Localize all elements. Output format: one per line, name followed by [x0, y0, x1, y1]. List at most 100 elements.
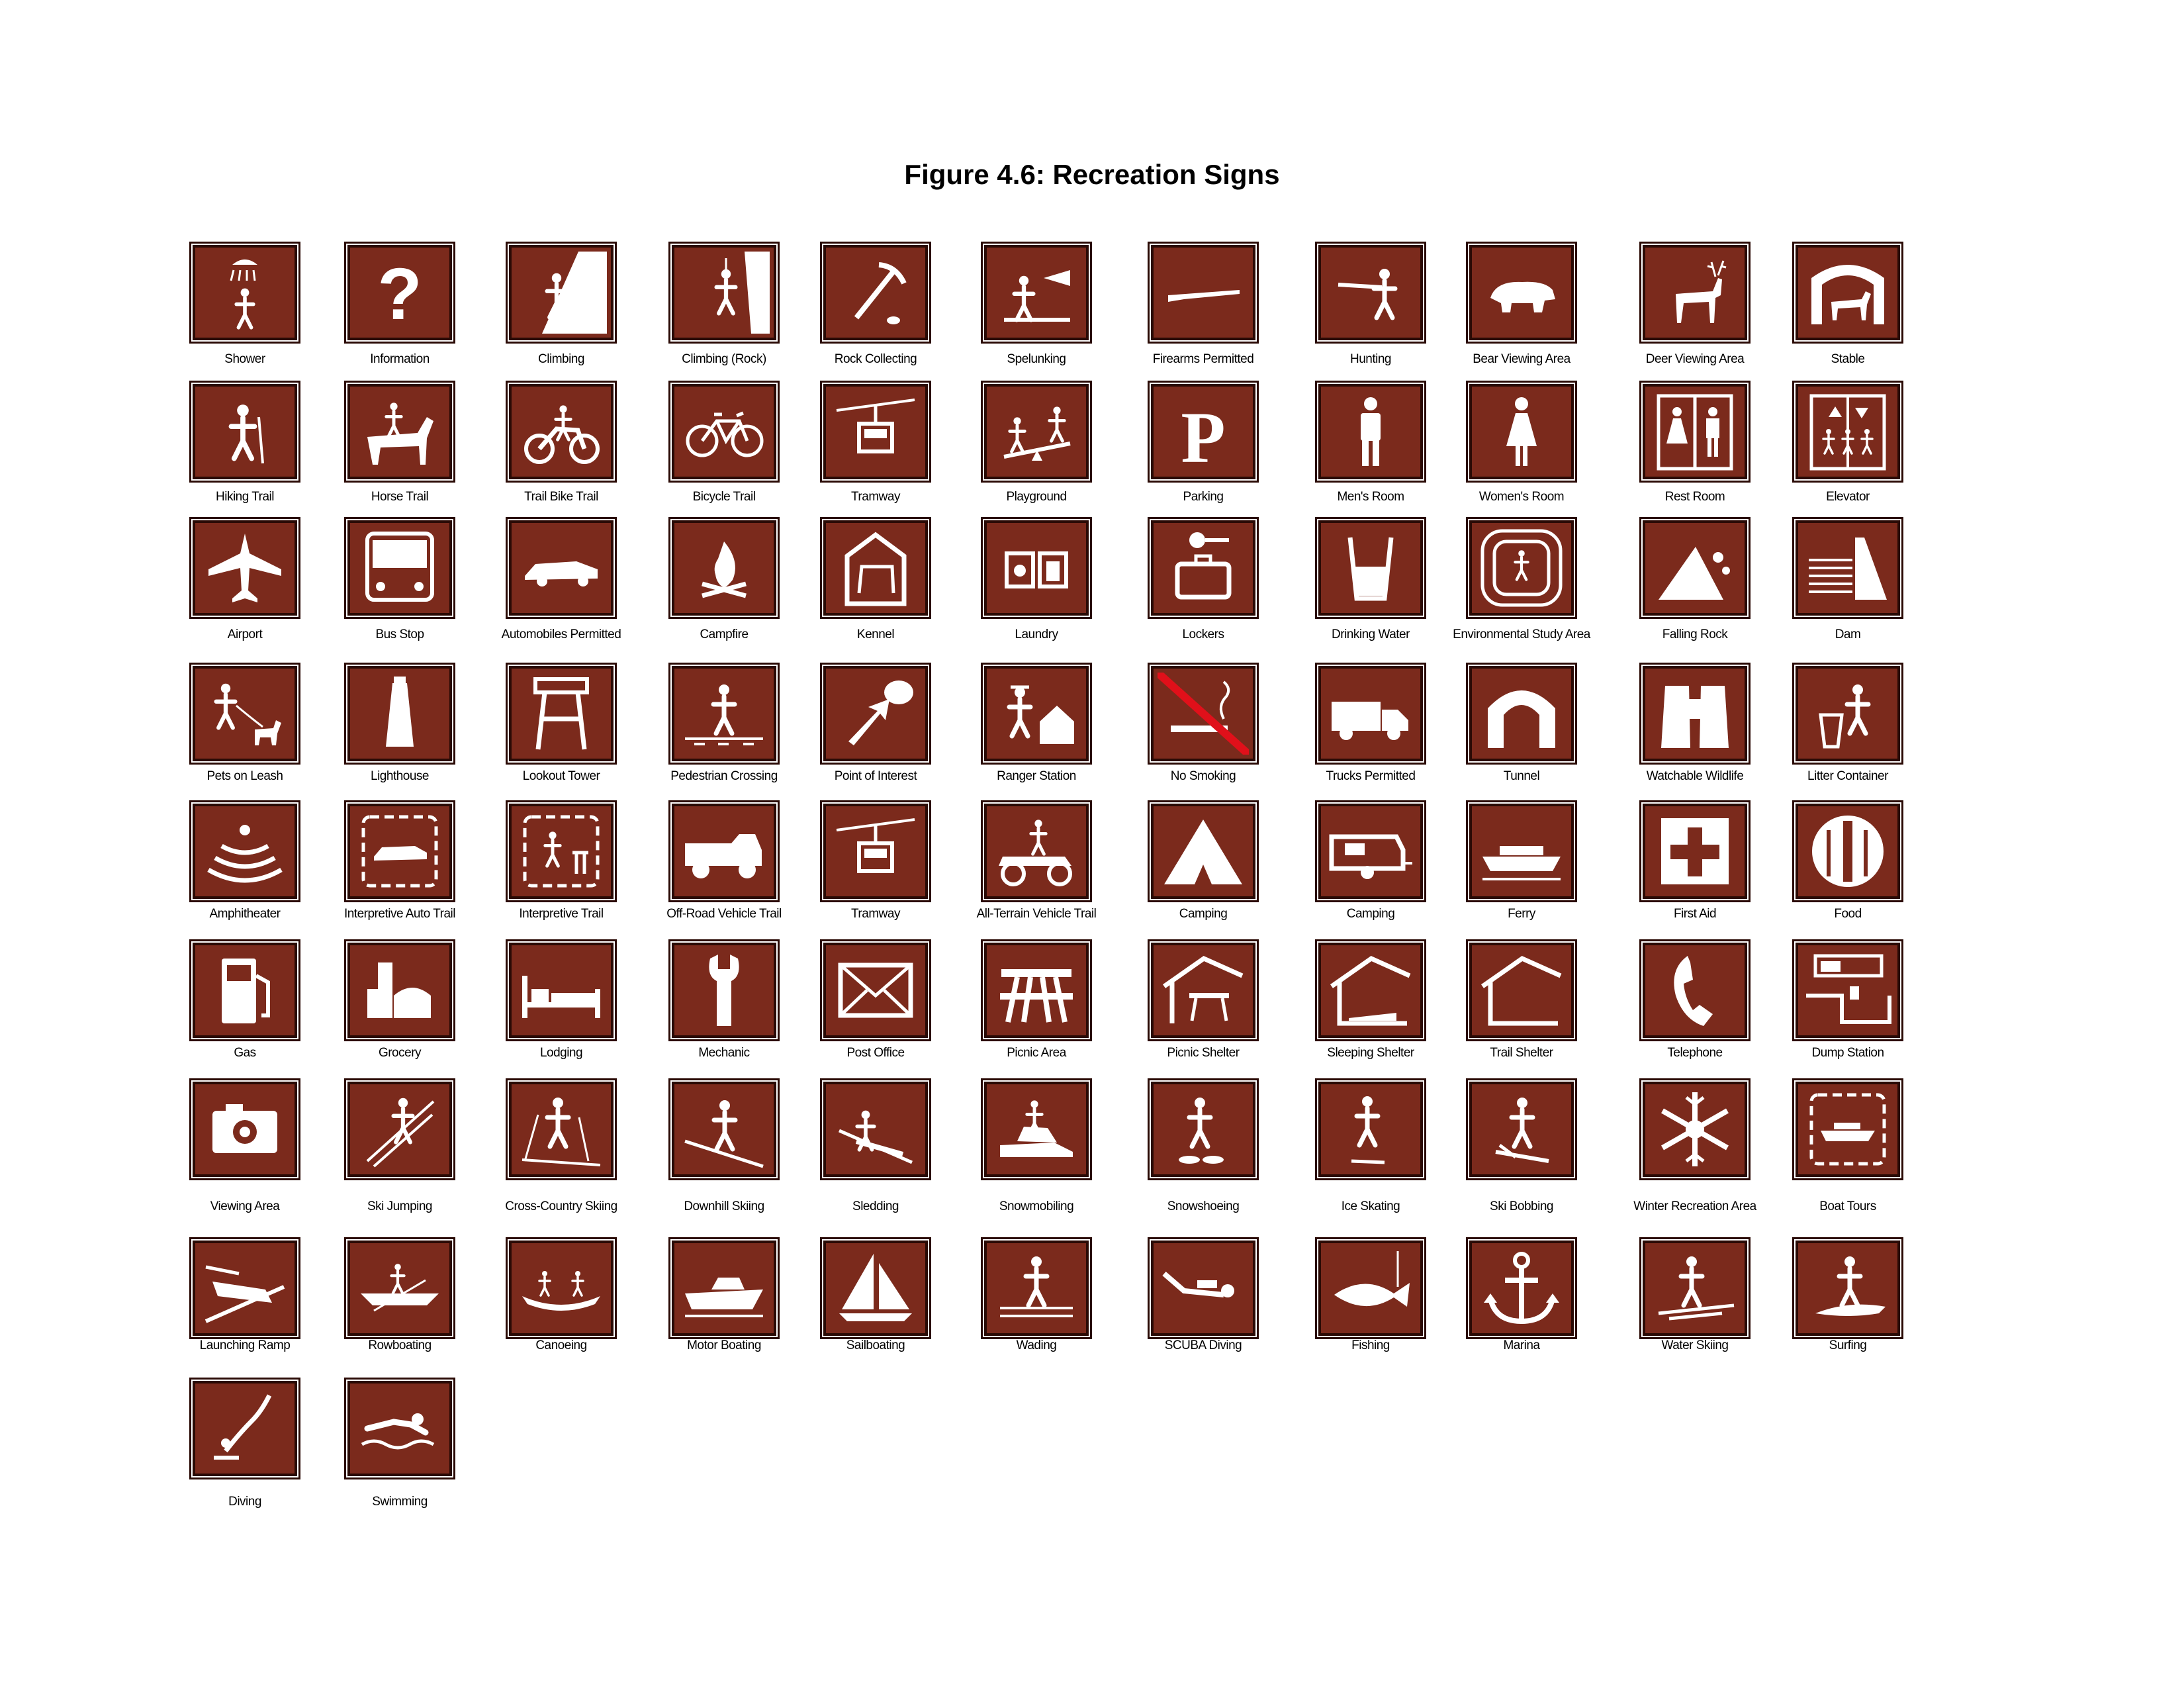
sign-label: Boat Tours [1819, 1199, 1876, 1213]
sign-label: Automobiles Permitted [501, 628, 621, 641]
sign-label: Off-Road Vehicle Trail [666, 907, 782, 921]
sign-label: Elevator [1826, 490, 1870, 504]
recreation-sign: P [1151, 384, 1255, 479]
sign-label: Trucks Permitted [1326, 769, 1416, 783]
sign-label: Trail Bike Trail [524, 490, 598, 504]
recreation-sign [984, 804, 1089, 899]
recreation-sign [1643, 520, 1747, 616]
recreation-sign [1318, 1241, 1423, 1336]
sign-label: Ferry [1508, 907, 1535, 921]
sign-label: No Smoking [1170, 769, 1236, 783]
recreation-sign [1151, 666, 1255, 761]
recreation-sign [193, 943, 297, 1038]
recreation-sign [823, 943, 928, 1038]
sign-label: Surfing [1829, 1338, 1867, 1352]
recreation-sign [984, 520, 1089, 616]
sign-label: Dam [1835, 628, 1861, 641]
sign-label: Falling Rock [1662, 628, 1728, 641]
recreation-sign [193, 1241, 297, 1336]
sign-label: Marina [1503, 1338, 1540, 1352]
svg-text:P: P [1181, 397, 1225, 473]
sign-label: Wading [1016, 1338, 1057, 1352]
recreation-sign [1318, 245, 1423, 340]
recreation-sign [984, 943, 1089, 1038]
sign-label: First Aid [1673, 907, 1717, 921]
recreation-sign [1796, 1241, 1900, 1336]
sign-label: Picnic Area [1007, 1046, 1066, 1060]
recreation-sign [1643, 1082, 1747, 1177]
sign-label: Deer Viewing Area [1645, 352, 1745, 366]
recreation-sign [509, 804, 614, 899]
sign-label: Tramway [851, 490, 900, 504]
recreation-sign [193, 804, 297, 899]
sign-label: Drinking Water [1332, 628, 1410, 641]
recreation-sign [193, 384, 297, 479]
sign-label: Sleeping Shelter [1327, 1046, 1414, 1060]
sign-label: Laundry [1015, 628, 1058, 641]
sign-label: Snowmobiling [999, 1199, 1074, 1213]
sign-label: Playground [1006, 490, 1067, 504]
recreation-sign [823, 666, 928, 761]
sign-label: Pedestrian Crossing [670, 769, 778, 783]
sign-label: Spelunking [1007, 352, 1066, 366]
sign-label: Picnic Shelter [1167, 1046, 1240, 1060]
sign-label: Diving [228, 1495, 261, 1509]
sign-label: Ski Bobbing [1490, 1199, 1553, 1213]
recreation-sign [1151, 520, 1255, 616]
sign-label: Food [1834, 907, 1862, 921]
recreation-sign [823, 245, 928, 340]
recreation-sign [1469, 1241, 1574, 1336]
recreation-sign [984, 1082, 1089, 1177]
sign-label: Stable [1831, 352, 1865, 366]
sign-label: Swimming [372, 1495, 428, 1509]
recreation-sign [1318, 520, 1423, 616]
recreation-sign [984, 1241, 1089, 1336]
sign-label: Trail Shelter [1490, 1046, 1553, 1060]
recreation-sign [509, 384, 614, 479]
recreation-sign [823, 384, 928, 479]
recreation-sign [509, 1082, 614, 1177]
sign-label: Rowboating [368, 1338, 432, 1352]
recreation-sign: ? [347, 245, 452, 340]
sign-label: Sledding [852, 1199, 899, 1213]
sign-label: Gas [234, 1046, 256, 1060]
sign-label: Fishing [1351, 1338, 1390, 1352]
recreation-sign [672, 520, 776, 616]
sign-label: Litter Container [1807, 769, 1888, 783]
sign-label: Camping [1346, 907, 1395, 921]
recreation-sign [509, 520, 614, 616]
recreation-sign [672, 1082, 776, 1177]
recreation-sign [347, 943, 452, 1038]
recreation-sign [347, 520, 452, 616]
sign-label: Hunting [1350, 352, 1392, 366]
recreation-sign [1643, 384, 1747, 479]
recreation-sign [823, 804, 928, 899]
recreation-sign [1643, 245, 1747, 340]
recreation-sign [1469, 1082, 1574, 1177]
recreation-sign [193, 520, 297, 616]
sign-label: Motor Boating [687, 1338, 761, 1352]
recreation-sign [1796, 666, 1900, 761]
recreation-sign [823, 1241, 928, 1336]
recreation-sign [1469, 245, 1574, 340]
sign-label: Airport [227, 628, 263, 641]
sign-label: Parking [1183, 490, 1224, 504]
sign-label: Sailboating [846, 1338, 905, 1352]
recreation-sign [347, 1381, 452, 1476]
recreation-sign [672, 804, 776, 899]
sign-label: Mechanic [698, 1046, 750, 1060]
recreation-sign [193, 1381, 297, 1476]
recreation-sign [1318, 384, 1423, 479]
sign-label: Telephone [1667, 1046, 1723, 1060]
sign-label: Men's Room [1337, 490, 1404, 504]
recreation-sign [672, 666, 776, 761]
recreation-sign [1469, 520, 1574, 616]
sign-label: Ice Skating [1341, 1199, 1400, 1213]
sign-label: Launching Ramp [199, 1338, 291, 1352]
sign-label: Snowshoeing [1167, 1199, 1240, 1213]
sign-label: Lodging [539, 1046, 583, 1060]
sign-label: Horse Trail [371, 490, 429, 504]
recreation-sign [984, 384, 1089, 479]
recreation-sign [1151, 943, 1255, 1038]
